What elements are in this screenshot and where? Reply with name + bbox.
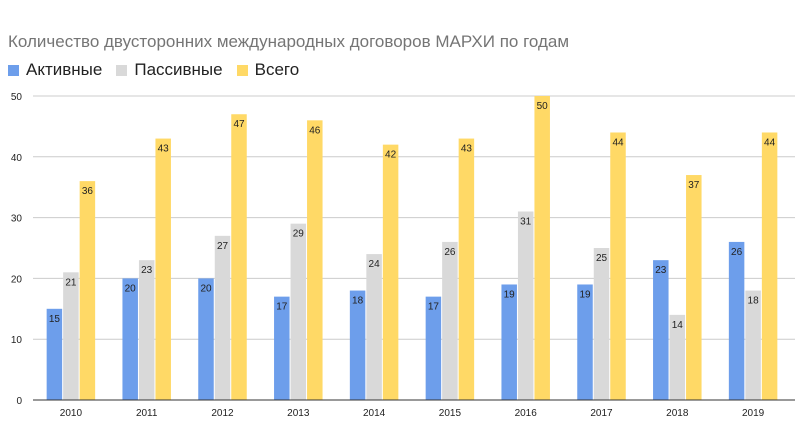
- bar-2014-0: [349, 290, 366, 400]
- x-tick-label: 2018: [666, 408, 689, 419]
- x-tick-label: 2012: [211, 408, 234, 419]
- x-tick-label: 2013: [287, 408, 310, 419]
- y-tick-label: 40: [11, 153, 23, 164]
- data-label: 37: [688, 180, 700, 191]
- y-tick-label: 10: [11, 335, 23, 346]
- y-tick-label: 30: [11, 214, 23, 225]
- x-tick-label: 2010: [60, 408, 83, 419]
- data-label: 19: [579, 289, 591, 300]
- data-label: 15: [49, 314, 61, 325]
- bar-2012-1: [214, 235, 231, 400]
- chart-title: Количество двусторонних международных до…: [8, 32, 570, 51]
- legend-label: Всего: [254, 60, 300, 79]
- bar-2011-2: [155, 138, 171, 400]
- x-tick-label: 2015: [439, 408, 462, 419]
- legend-swatch: [116, 64, 128, 76]
- bar-2018-0: [653, 260, 669, 400]
- y-tick-label: 0: [16, 396, 22, 407]
- data-label: 47: [233, 119, 245, 130]
- data-label: 36: [82, 186, 94, 197]
- bar-2012-0: [198, 278, 214, 400]
- x-tick-label: 2019: [742, 408, 765, 419]
- data-label: 18: [748, 296, 760, 307]
- data-label: 24: [369, 259, 381, 270]
- data-label: 23: [655, 265, 667, 276]
- data-label: 46: [309, 125, 321, 136]
- data-label: 14: [672, 320, 684, 331]
- bar-2017-2: [610, 132, 626, 401]
- legend-swatch: [8, 64, 19, 76]
- legend-label: Пассивные: [134, 60, 223, 79]
- bar-2014-1: [366, 254, 382, 400]
- x-tick-label: 2017: [590, 408, 613, 419]
- bar-2011-1: [138, 260, 155, 400]
- data-label: 43: [461, 144, 473, 155]
- data-label: 27: [217, 241, 229, 252]
- bar-2013-2: [307, 120, 323, 400]
- bar-2013-1: [290, 223, 307, 400]
- legend-swatch: [236, 64, 248, 76]
- bar-2017-1: [593, 248, 610, 400]
- legend-label: Активные: [26, 60, 103, 79]
- data-label: 26: [444, 247, 456, 258]
- data-label: 44: [612, 137, 624, 148]
- legend-item-total[interactable]: Всего: [236, 60, 300, 80]
- bar-2011-0: [122, 278, 138, 400]
- data-label: 17: [428, 302, 440, 313]
- data-label: 20: [125, 283, 137, 294]
- bar-2018-2: [686, 175, 702, 400]
- bar-2019-0: [728, 241, 745, 400]
- legend-item-active[interactable]: Активные: [8, 60, 102, 80]
- data-label: 21: [65, 277, 77, 288]
- data-label: 18: [352, 296, 364, 307]
- x-tick-label: 2016: [515, 408, 538, 419]
- y-tick-label: 50: [11, 92, 23, 103]
- data-label: 17: [276, 302, 288, 313]
- bar-2012-2: [231, 114, 247, 401]
- y-tick-label: 20: [11, 274, 23, 285]
- data-label: 25: [596, 253, 608, 264]
- legend-item-passive[interactable]: Пассивные: [116, 60, 223, 80]
- data-label: 20: [200, 283, 212, 294]
- bar-2016-0: [501, 284, 517, 400]
- x-tick-label: 2014: [363, 408, 386, 419]
- data-label: 26: [731, 247, 743, 258]
- bar-2016-1: [517, 211, 534, 400]
- data-label: 23: [141, 265, 153, 276]
- data-label: 42: [385, 150, 397, 161]
- bar-2014-2: [382, 144, 399, 400]
- legend: Активные Пассивные Всего: [8, 60, 299, 80]
- data-label: 44: [764, 137, 776, 148]
- data-label: 50: [537, 101, 549, 112]
- bar-2013-0: [274, 296, 290, 400]
- bar-2015-2: [458, 138, 475, 400]
- data-label: 29: [293, 229, 305, 240]
- bar-2010-1: [63, 272, 79, 400]
- data-label: 19: [504, 289, 516, 300]
- bar-2017-0: [577, 284, 593, 400]
- bar-2018-1: [669, 314, 686, 400]
- bar-2019-1: [745, 290, 761, 400]
- data-label: 31: [520, 217, 532, 228]
- bar-2019-2: [761, 132, 778, 401]
- data-label: 43: [158, 144, 170, 155]
- bar-2015-0: [425, 296, 442, 400]
- bar-2016-2: [534, 96, 550, 400]
- bar-2010-0: [46, 308, 63, 400]
- bar-2010-2: [79, 181, 96, 400]
- bar-2015-1: [442, 241, 458, 400]
- x-tick-label: 2011: [136, 408, 158, 419]
